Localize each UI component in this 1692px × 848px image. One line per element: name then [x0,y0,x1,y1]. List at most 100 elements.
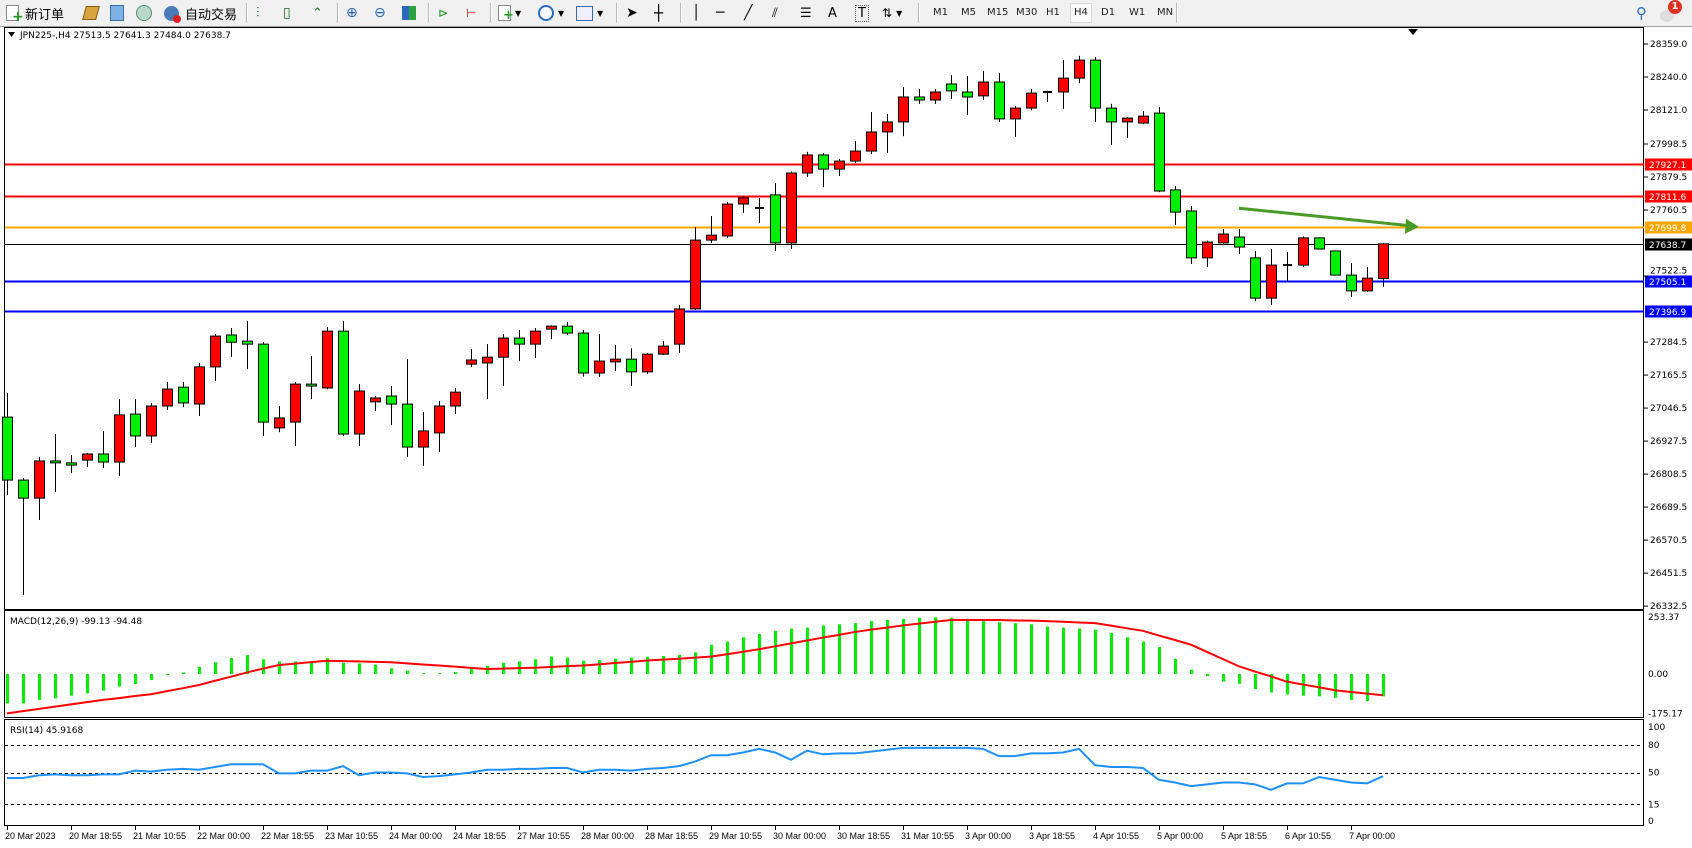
level-price-tag [1645,238,1692,251]
candle-body [1138,115,1149,124]
candlestick-button[interactable]: ▯ [283,3,291,23]
timeframe-m15[interactable]: M15 [987,7,1009,18]
candle-body [1346,274,1357,292]
macd-histogram-bar [438,673,441,675]
chart-shift-marker-icon[interactable] [1408,29,1418,35]
candle-body [1314,237,1325,250]
periods-button[interactable]: ▼ [538,3,564,23]
search-button[interactable]: ⚲ [1636,3,1647,23]
candle-body [1026,92,1037,109]
price-tick-label: 26689.5 [1650,503,1687,513]
arrows-button[interactable]: ⇅ ▼ [882,6,903,20]
indicators-button[interactable]: + ▼ [498,3,521,23]
price-tick-label: 27522.5 [1650,267,1687,277]
vertical-line-button[interactable]: │ [692,3,700,23]
candle [1010,106,1021,137]
candle-body [66,462,77,466]
candle-body [1266,264,1277,299]
macd-histogram-bar [294,661,297,674]
timeframe-m1[interactable]: M1 [933,7,948,18]
notification-button[interactable]: 1 [1660,0,1682,23]
candle-body [1250,257,1261,299]
timeframe-h1[interactable]: H1 [1046,7,1060,18]
candle [994,73,1005,122]
tile-windows-button[interactable] [402,3,416,23]
macd-histogram-bar [6,674,9,704]
navigator-button[interactable] [110,3,124,23]
candle [642,353,653,374]
separator [918,3,920,23]
new-order-button[interactable]: + 新订单 [6,3,64,24]
macd-histogram-bar [1382,674,1385,697]
candle-body [386,395,397,405]
text-label-button[interactable]: T [855,3,869,23]
candle [610,344,621,372]
candle-body [850,150,861,162]
bar-chart-button[interactable]: ⫶ [256,3,260,23]
zoom-in-button[interactable]: ⊕ [346,3,358,23]
timeframe-h4[interactable]: H4 [1070,3,1092,23]
candle-body [690,239,701,310]
candle [114,399,125,476]
candle [338,321,349,436]
timeframe-d1[interactable]: D1 [1101,7,1116,18]
signals-button[interactable] [136,3,152,23]
time-label: 5 Apr 18:55 [1221,831,1267,841]
candle [1170,186,1181,225]
timeframe-m5[interactable]: M5 [961,7,976,18]
candle [546,325,557,340]
macd-histogram-bar [310,662,313,674]
horizontal-line-button[interactable]: ─ [716,3,724,23]
candle-body [306,383,317,387]
templates-button[interactable]: ▼ [576,3,603,23]
macd-histogram-bar [1334,674,1337,698]
crosshair-button[interactable]: ┼ [654,3,663,23]
autoscroll-button[interactable]: ⊳ [438,3,448,23]
candle-body [1330,250,1341,276]
candle [1218,229,1229,245]
line-chart-button[interactable]: ⌃ [312,3,323,23]
equidistant-channel-button[interactable]: ⫽ [772,3,778,23]
zoom-out-button[interactable]: ⊖ [374,3,386,23]
price-tick-label: 27284.5 [1650,338,1687,348]
trendline-button[interactable]: ╱ [744,3,752,23]
candle [755,197,764,223]
timeframe-m30[interactable]: M30 [1016,7,1038,18]
text-button[interactable]: A [828,3,837,23]
candle [322,326,333,390]
candle-body [802,154,813,174]
separator [490,3,492,23]
candle [290,381,301,446]
candle-body [2,416,13,481]
fibonacci-button[interactable]: ☰ [800,3,812,23]
candle [274,406,285,433]
search-icon: ⚲ [1636,4,1647,22]
price-tick-label: 27046.5 [1650,404,1687,414]
macd-histogram-bar [822,625,825,674]
line-chart-icon: ⌃ [312,5,323,21]
candle [866,111,877,155]
timeframe-mn[interactable]: MN [1157,7,1174,18]
rsi-scale-label: 0 [1648,817,1654,827]
chart-shift-button[interactable]: ⊢ [466,3,476,23]
candle-body [226,334,237,343]
vertical-line-icon: │ [692,5,701,21]
cursor-button[interactable]: ➤ [626,3,638,23]
chart-menu-triangle-icon[interactable] [8,32,15,37]
candle [562,321,573,335]
macd-histogram-bar [262,659,265,674]
level-price-label: 27811.6 [1649,193,1686,203]
macd-histogram-bar [1254,674,1257,690]
trend-arrow-line[interactable] [1238,206,1412,228]
horizontal-line-icon: ─ [716,5,725,21]
indicators-icon: + [498,5,514,22]
price-tick-label: 27165.5 [1650,371,1687,381]
time-label: 3 Apr 18:55 [1029,831,1075,841]
candle [1362,267,1373,292]
auto-trading-button[interactable]: 自动交易 [164,3,237,23]
time-label: 21 Mar 10:55 [133,831,186,841]
timeframe-w1[interactable]: W1 [1129,7,1146,18]
candle [1330,250,1341,276]
candle-body [1074,59,1085,79]
